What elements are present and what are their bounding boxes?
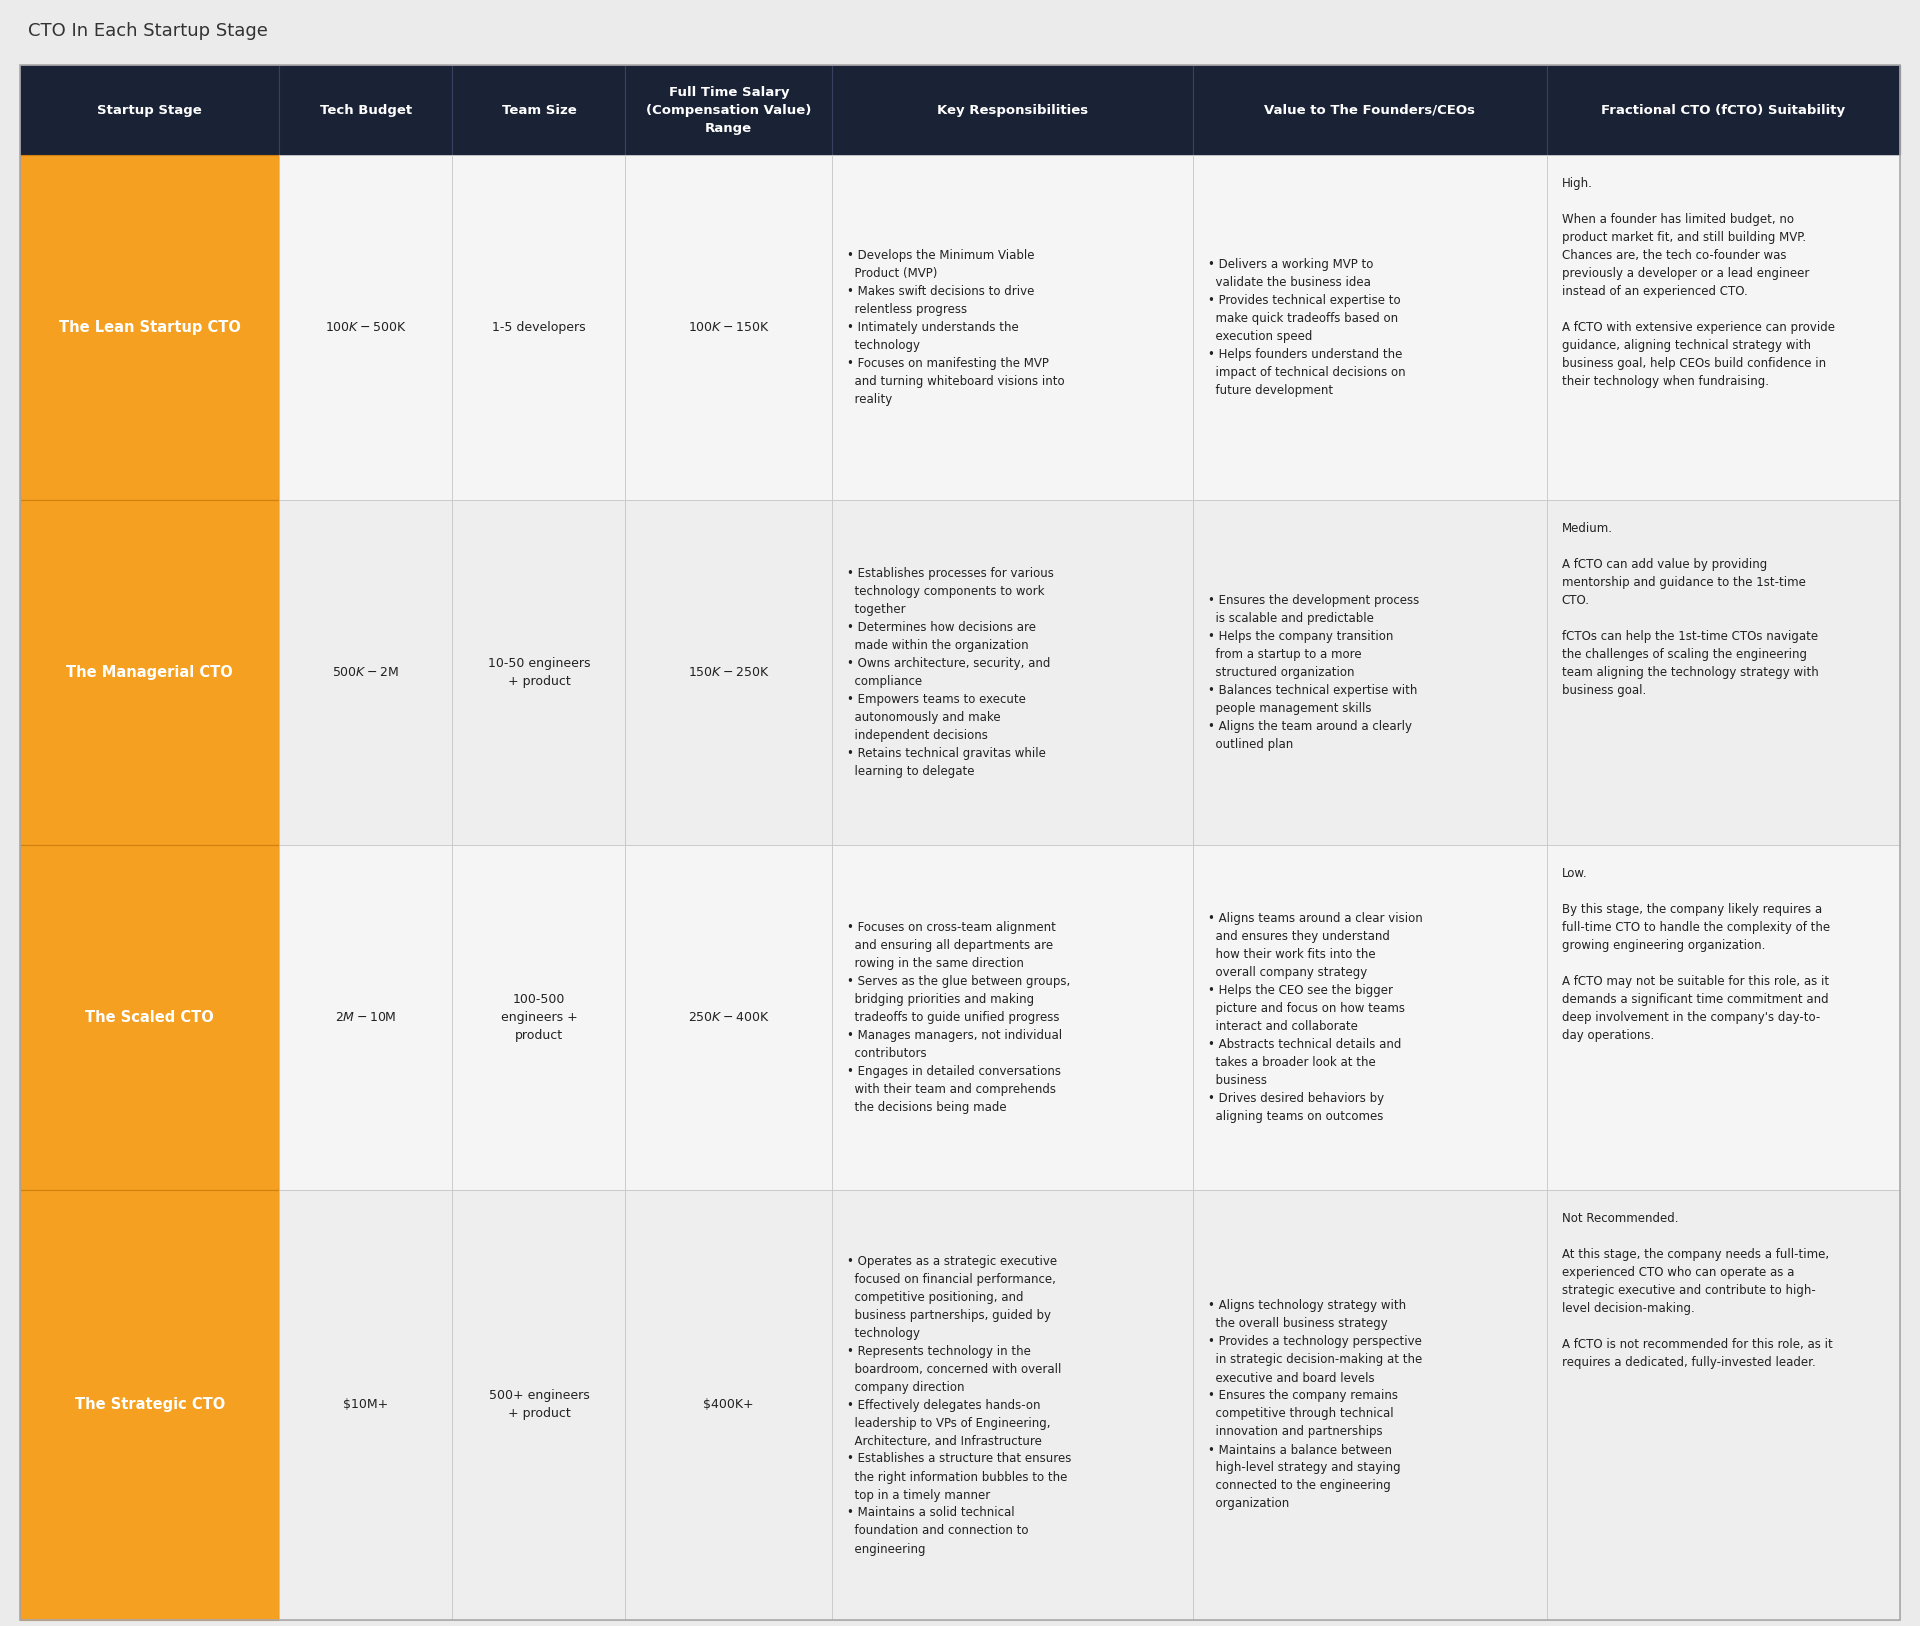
Text: $250K - $400K: $250K - $400K (687, 1011, 770, 1024)
Text: • Develops the Minimum Viable
  Product (MVP)
• Makes swift decisions to drive
 : • Develops the Minimum Viable Product (M… (847, 249, 1066, 406)
Bar (626, 501, 831, 846)
Text: • Aligns technology strategy with
  the overall business strategy
• Provides a t: • Aligns technology strategy with the ov… (1208, 1299, 1423, 1511)
Text: 10-50 engineers
+ product: 10-50 engineers + product (488, 657, 589, 688)
Bar (453, 1190, 626, 1619)
Bar (1192, 1190, 1548, 1619)
Bar (19, 65, 280, 154)
Bar (453, 846, 626, 1190)
Text: Medium.

A fCTO can add value by providing
mentorship and guidance to the 1st-ti: Medium. A fCTO can add value by providin… (1561, 522, 1818, 698)
Text: Startup Stage: Startup Stage (98, 104, 202, 117)
Text: • Ensures the development process
  is scalable and predictable
• Helps the comp: • Ensures the development process is sca… (1208, 593, 1419, 751)
Text: The Strategic CTO: The Strategic CTO (75, 1397, 225, 1413)
Text: $10M+: $10M+ (344, 1398, 388, 1411)
Bar (1548, 846, 1901, 1190)
Text: $500K - $2M: $500K - $2M (332, 667, 399, 680)
Bar (1192, 154, 1548, 501)
Bar (280, 65, 453, 154)
Bar (831, 154, 1192, 501)
Bar (1192, 846, 1548, 1190)
Bar (453, 65, 626, 154)
Bar (453, 154, 626, 501)
Bar (453, 501, 626, 846)
Text: Tech Budget: Tech Budget (321, 104, 413, 117)
Text: $150K - $250K: $150K - $250K (687, 667, 770, 680)
Text: 100-500
engineers +
product: 100-500 engineers + product (501, 993, 578, 1042)
Text: Full Time Salary
(Compensation Value)
Range: Full Time Salary (Compensation Value) Ra… (645, 86, 812, 135)
Text: $400K+: $400K+ (703, 1398, 755, 1411)
Bar (280, 846, 453, 1190)
Text: The Lean Startup CTO: The Lean Startup CTO (60, 320, 240, 335)
Bar (280, 501, 453, 846)
Text: Team Size: Team Size (501, 104, 576, 117)
Bar (19, 154, 280, 501)
Bar (19, 1190, 280, 1619)
Text: • Establishes processes for various
  technology components to work
  together
•: • Establishes processes for various tech… (847, 567, 1054, 777)
Bar (1548, 154, 1901, 501)
Bar (1192, 65, 1548, 154)
Text: 1-5 developers: 1-5 developers (492, 320, 586, 333)
Bar (1548, 1190, 1901, 1619)
Text: $100K - $500K: $100K - $500K (324, 320, 407, 333)
Bar (19, 501, 280, 846)
Text: $100K - $150K: $100K - $150K (687, 320, 770, 333)
Bar (19, 846, 280, 1190)
Bar (831, 1190, 1192, 1619)
Bar (831, 501, 1192, 846)
Text: • Aligns teams around a clear vision
  and ensures they understand
  how their w: • Aligns teams around a clear vision and… (1208, 912, 1423, 1124)
Bar (626, 846, 831, 1190)
Text: $2M - $10M: $2M - $10M (336, 1011, 397, 1024)
Bar (626, 65, 831, 154)
Bar (1192, 501, 1548, 846)
Bar (831, 65, 1192, 154)
Bar (280, 154, 453, 501)
Bar (280, 1190, 453, 1619)
Text: Value to The Founders/CEOs: Value to The Founders/CEOs (1265, 104, 1475, 117)
Text: The Scaled CTO: The Scaled CTO (84, 1010, 215, 1024)
Bar (1548, 65, 1901, 154)
Text: 500+ engineers
+ product: 500+ engineers + product (488, 1390, 589, 1421)
Bar (1548, 501, 1901, 846)
Text: High.

When a founder has limited budget, no
product market fit, and still build: High. When a founder has limited budget,… (1561, 177, 1834, 389)
Text: Not Recommended.

At this stage, the company needs a full-time,
experienced CTO : Not Recommended. At this stage, the comp… (1561, 1211, 1832, 1369)
Text: • Operates as a strategic executive
  focused on financial performance,
  compet: • Operates as a strategic executive focu… (847, 1255, 1071, 1556)
Text: Fractional CTO (fCTO) Suitability: Fractional CTO (fCTO) Suitability (1601, 104, 1845, 117)
Text: Key Responsibilities: Key Responsibilities (937, 104, 1089, 117)
Text: • Delivers a working MVP to
  validate the business idea
• Provides technical ex: • Delivers a working MVP to validate the… (1208, 259, 1405, 397)
Bar (626, 1190, 831, 1619)
Bar (626, 154, 831, 501)
Text: CTO In Each Startup Stage: CTO In Each Startup Stage (29, 23, 269, 41)
Bar (831, 846, 1192, 1190)
Text: • Focuses on cross-team alignment
  and ensuring all departments are
  rowing in: • Focuses on cross-team alignment and en… (847, 920, 1071, 1114)
Text: The Managerial CTO: The Managerial CTO (67, 665, 232, 680)
Text: Low.

By this stage, the company likely requires a
full-time CTO to handle the c: Low. By this stage, the company likely r… (1561, 867, 1830, 1042)
